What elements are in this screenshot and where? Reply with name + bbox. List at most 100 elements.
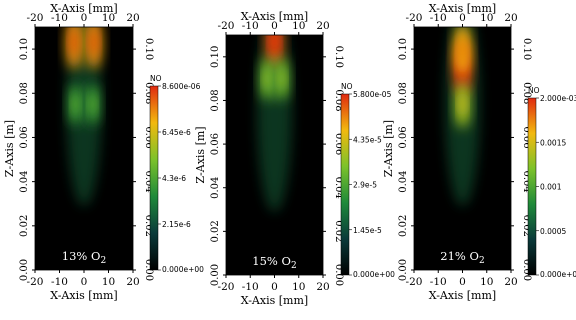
y-tick-label-right: 0.04 [333, 177, 344, 199]
y-tick-label-right: 0.06 [521, 126, 532, 148]
panel-2: -20 -20 -10 -10 0 0 10 10 20 20 0.00 0.00 0.02 0.02 0.… [194, 10, 395, 307]
colorbar-title: NO [528, 86, 540, 95]
panel-label-subscript: 2 [479, 256, 485, 266]
y-axis-title: Z-Axis [m] [382, 120, 395, 177]
panel-label-text: 13% O [62, 249, 101, 263]
y-tick-label: 0.00 [398, 259, 409, 281]
y-tick-label-right: 0.02 [333, 220, 344, 242]
y-tick-label-right: 0.08 [143, 82, 154, 104]
y-tick-label: 0.02 [210, 220, 221, 242]
x-tick-label: 10 [292, 281, 305, 293]
field-layer [445, 27, 480, 207]
y-tick-label-right: 0.10 [521, 38, 532, 60]
x-tick-label-top: 20 [504, 12, 517, 24]
y-tick-label: 0.04 [210, 177, 221, 199]
x-tick-label-top: -20 [218, 20, 235, 32]
colorbar-tick-label: 2.000e-03 [540, 94, 576, 103]
colorbar-tick-label: 2.15e-6 [162, 220, 191, 229]
field-core-3 [458, 92, 467, 117]
colorbar-title: NO [341, 82, 353, 91]
colorbar-tick-label: 0.000e+00 [353, 270, 395, 279]
colorbar [340, 93, 350, 276]
x-tick-label-top: 10 [102, 12, 115, 24]
y-tick-label: 0.06 [210, 133, 221, 155]
y-tick-label-right: 0.04 [521, 171, 532, 193]
colorbar-tick-label: 1.45e-5 [353, 226, 382, 235]
x-tick-label-top: 0 [271, 20, 278, 32]
panel-label: 21% O2 [440, 249, 484, 266]
y-tick-label-right: 0.10 [143, 38, 154, 60]
colorbar-tick-label: 0.000e+00 [540, 270, 576, 279]
panel-label-text: 15% O [252, 254, 291, 268]
x-tick-label-top: -20 [406, 12, 423, 24]
x-tick-label: 0 [459, 276, 466, 288]
x-tick-label-top: 0 [81, 12, 88, 24]
y-tick-label: 0.08 [210, 89, 221, 111]
colorbar-tick-label: 0.000e+00 [162, 265, 204, 274]
y-tick-label: 0.10 [210, 46, 221, 68]
x-axis-title: X-Axis [mm] [429, 289, 496, 302]
colorbar-tick-label: 6.45e-6 [162, 128, 191, 137]
x-tick-label: 10 [102, 276, 115, 288]
y-tick-label-right: 0.00 [521, 259, 532, 281]
panel-label: 13% O2 [62, 249, 106, 266]
x-tick-label: -20 [218, 281, 235, 293]
x-axis-title: X-Axis [mm] [50, 289, 117, 302]
field-core-2 [458, 35, 467, 63]
y-tick-label-right: 0.06 [333, 133, 344, 155]
y-tick-label: 0.06 [398, 126, 409, 148]
x-tick-label: -20 [27, 276, 44, 288]
colorbar-tick-label: 4.35e-5 [353, 135, 382, 144]
field-core-3 [72, 93, 79, 115]
x-tick-label: 20 [126, 276, 139, 288]
panel-label-subscript: 2 [100, 256, 106, 266]
colorbar-title: NO [150, 74, 162, 83]
x-tick-label: 0 [81, 276, 88, 288]
panel-label: 15% O2 [252, 254, 296, 271]
y-tick-label-right: 0.00 [143, 259, 154, 281]
y-tick-label: 0.08 [19, 82, 30, 104]
panel-label-subscript: 2 [291, 261, 297, 271]
field-core-2 [89, 28, 98, 56]
field-layer [65, 27, 103, 207]
y-tick-label-right: 0.06 [143, 126, 154, 148]
field-layer [257, 35, 292, 213]
x-tick-label-top: -10 [51, 12, 68, 24]
y-tick-label-right: 0.02 [143, 215, 154, 237]
colorbar-tick-label: 0.0015 [540, 138, 566, 147]
x-axis-title: X-Axis [mm] [241, 294, 308, 307]
y-tick-label: 0.02 [398, 215, 409, 237]
colorbar-tick-label: 4.3e-6 [162, 174, 186, 183]
x-tick-label-top: 20 [126, 12, 139, 24]
x-tick-label-top: 0 [459, 12, 466, 24]
colorbar [527, 97, 537, 276]
y-tick-label-right: 0.08 [521, 82, 532, 104]
y-tick-label: 0.08 [398, 82, 409, 104]
x-tick-label: -20 [406, 276, 423, 288]
x-axis-title-top: X-Axis [mm] [241, 10, 308, 23]
x-tick-label-top: -10 [242, 20, 259, 32]
y-tick-label-right: 0.10 [333, 46, 344, 68]
colorbar-tick-label: 5.800e-05 [353, 90, 392, 99]
flame-column [66, 27, 102, 207]
x-tick-label-top: 10 [292, 20, 305, 32]
x-tick-label-top: -10 [430, 12, 447, 24]
panel-3: -20 -20 -10 -10 0 0 10 10 20 20 0.00 0.00 0.02 0.02 0.… [382, 2, 576, 302]
colorbar [149, 85, 159, 271]
y-tick-label-right: 0.08 [333, 89, 344, 111]
y-tick-label: 0.04 [398, 171, 409, 193]
y-tick-label: 0.04 [19, 171, 30, 193]
x-tick-label: -10 [242, 281, 259, 293]
x-tick-label: -10 [51, 276, 68, 288]
y-tick-label-right: 0.02 [521, 215, 532, 237]
x-tick-label-top: 10 [480, 12, 493, 24]
y-tick-label: 0.00 [19, 259, 30, 281]
y-tick-label-right: 0.00 [333, 264, 344, 286]
y-axis-title: Z-Axis [m] [3, 120, 16, 177]
y-tick-label: 0.10 [398, 38, 409, 60]
colorbar-tick-label: 0.001 [540, 183, 562, 192]
x-axis-title-top: X-Axis [mm] [429, 2, 496, 15]
x-tick-label: 10 [480, 276, 493, 288]
y-tick-label: 0.10 [19, 38, 30, 60]
